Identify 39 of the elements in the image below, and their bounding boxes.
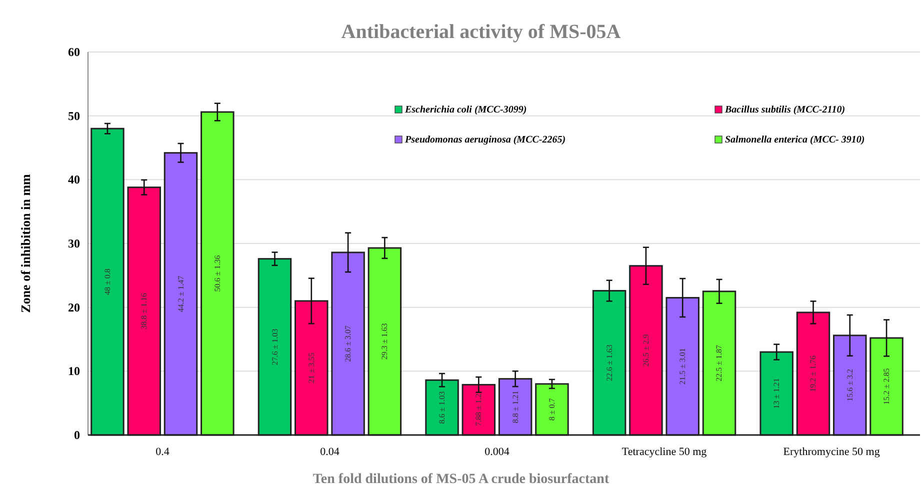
chart-title: Antibacterial activity of MS-05A [341,21,622,43]
data-label: 8.8 ± 1.21 [510,390,520,424]
y-tick-label: 50 [68,108,80,123]
y-tick-label: 10 [68,364,80,378]
y-tick-label: 0 [74,428,80,442]
data-label: 21 ± 3.55 [306,352,316,384]
data-label: 15.6 ± 3.2 [845,369,854,402]
x-tick-label: 0.004 [484,446,510,458]
data-label: 44.2 ± 1.47 [176,276,186,312]
y-axis-title: Zone of inhibition in mm [18,174,33,313]
x-tick-label: Tetracycline 50 mg [622,446,708,458]
legend-label: Escherichia coli (MCC-3099) [404,104,527,116]
x-tick-label: Erythromycine 50 mg [783,446,880,458]
data-label: 48 ± 0.8 [102,268,112,295]
x-tick-label: 0.04 [320,446,340,458]
data-label: 26.5 ± 2.9 [641,334,650,367]
data-label: 22.5 ± 1.87 [714,344,724,382]
legend-label: Bacillus subtilis (MCC-2110) [724,104,846,116]
legend-label: Salmonella enterica (MCC- 3910) [725,134,865,146]
y-tick-label: 30 [68,236,80,250]
data-label: 8 ± 0.7 [547,398,556,421]
data-label: 8.6 ± 1.03 [438,391,447,424]
data-label: 28.6 ± 3.07 [344,326,353,362]
data-label: 7.88 ± 1.2 [474,394,484,426]
y-tick-label: 20 [68,300,80,314]
x-axis-title: Ten fold dilutions of MS-05 A crude biosurfactant [312,472,610,487]
x-tick-label: 0.4 [156,446,170,458]
data-label: 29.3 ± 1.63 [380,323,390,360]
data-label: 19.2 ± 1.76 [808,356,818,392]
data-label: 38.8 ± 1.16 [140,292,149,330]
data-label: 13 ± 1.21 [772,378,782,409]
data-label: 21.5 ± 3.01 [678,348,688,385]
y-tick-label: 60 [68,45,80,59]
data-label: 15.2 ± 2.85 [882,368,892,405]
legend-label: Pseudomonas aeruginosa (MCC-2265) [405,134,566,146]
data-label: 22.6 ± 1.63 [604,344,614,382]
data-label: 50.6 ± 1.36 [212,255,222,292]
data-label: 27.6 ± 1.03 [270,328,280,366]
y-tick-label: 40 [68,172,80,187]
